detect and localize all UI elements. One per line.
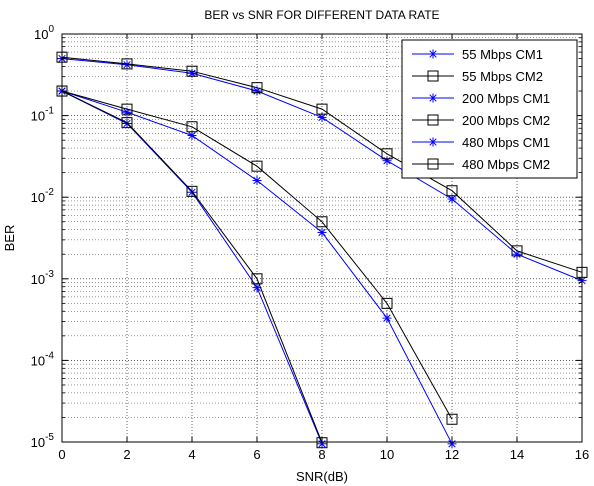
- data-point: [186, 185, 198, 197]
- data-point: [186, 65, 198, 77]
- data-point: [511, 245, 523, 257]
- legend-label: 55 Mbps CM1: [462, 47, 543, 62]
- series-line: [61, 90, 323, 443]
- data-point: [121, 58, 133, 70]
- data-point: [121, 117, 133, 129]
- data-point: [122, 60, 132, 70]
- legend-label: 55 Mbps CM2: [462, 69, 543, 84]
- data-point: [316, 216, 328, 228]
- x-axis-title: SNR(dB): [296, 469, 348, 484]
- legend-marker: [427, 158, 439, 170]
- star-stroke: [188, 188, 196, 196]
- star-stroke: [188, 131, 196, 140]
- star-stroke: [318, 228, 326, 237]
- star-stroke: [123, 61, 131, 69]
- legend-item: 480 Mbps CM1: [412, 135, 550, 150]
- star-stroke: [429, 94, 437, 102]
- star-stroke: [429, 50, 437, 58]
- data-point: [381, 148, 393, 160]
- grid-lines: [62, 34, 582, 442]
- legend-label: 480 Mbps CM1: [462, 135, 550, 150]
- data-point: [122, 119, 132, 129]
- series-line: [61, 56, 583, 273]
- legend-item: 55 Mbps CM2: [412, 69, 543, 84]
- y-tick-label: 10-3: [31, 269, 55, 287]
- y-axis-title: BER: [2, 225, 17, 252]
- legend-marker: [428, 49, 438, 59]
- x-tick-label: 10: [380, 447, 394, 462]
- data-point: [316, 103, 328, 115]
- axis-ticks: 0 2 4 6 8 10 12 14 16 100 10-1 10-2 10-3 10-4 10-5: [31, 24, 590, 462]
- y-tick-label: 10-2: [31, 187, 55, 205]
- y-tick-label: 100: [34, 24, 54, 42]
- star-stroke: [383, 314, 391, 322]
- data-point: [251, 273, 263, 285]
- y-tick-label: 10-4: [31, 350, 55, 368]
- x-tick-label: 12: [445, 447, 459, 462]
- star-stroke: [429, 138, 437, 146]
- legend-label: 200 Mbps CM2: [462, 113, 550, 128]
- legend-marker: [428, 137, 438, 147]
- data-point: [251, 160, 263, 172]
- legend-item: 480 Mbps CM2: [412, 157, 550, 172]
- legend-box: [401, 39, 578, 179]
- data-point: [381, 297, 393, 309]
- legend-item: 55 Mbps CM1: [412, 47, 543, 62]
- legend-item: 200 Mbps CM2: [412, 113, 550, 128]
- x-tick-label: 2: [123, 447, 130, 462]
- y-tick-label: 10-1: [31, 106, 55, 124]
- data-point: [446, 413, 458, 425]
- series-line: [61, 90, 453, 420]
- legend-label: 200 Mbps CM1: [462, 91, 550, 106]
- series-200-mbps-cm1: [57, 86, 457, 449]
- data-point: [382, 156, 392, 166]
- legend-item: 200 Mbps CM1: [412, 91, 550, 106]
- legend-marker: [427, 70, 439, 82]
- x-tick-label: 14: [510, 447, 524, 462]
- x-tick-label: 16: [575, 447, 589, 462]
- x-tick-label: 6: [253, 447, 260, 462]
- legend-label: 480 Mbps CM2: [462, 157, 550, 172]
- data-point: [186, 121, 198, 133]
- data-point: [317, 227, 327, 237]
- y-tick-label: 10-5: [31, 432, 55, 450]
- star-stroke: [448, 195, 456, 203]
- legend: 55 Mbps CM1 55 Mbps CM2 200 Mbps CM1 200 Mb…: [401, 39, 578, 179]
- data-point: [382, 313, 392, 323]
- star-stroke: [123, 119, 131, 128]
- data-point: [252, 176, 262, 186]
- data-point: [121, 103, 133, 115]
- x-tick-label: 8: [318, 447, 325, 462]
- legend-marker: [427, 114, 439, 126]
- star-stroke: [253, 176, 261, 185]
- star-stroke: [188, 69, 196, 77]
- chart-title: BER vs SNR FOR DIFFERENT DATA RATE: [204, 8, 439, 22]
- data-point: [446, 185, 458, 197]
- data-point: [251, 82, 263, 94]
- star-stroke: [318, 113, 326, 122]
- data-point: [187, 131, 197, 141]
- x-tick-label: 0: [58, 447, 65, 462]
- legend-marker: [428, 93, 438, 103]
- x-tick-label: 4: [188, 447, 195, 462]
